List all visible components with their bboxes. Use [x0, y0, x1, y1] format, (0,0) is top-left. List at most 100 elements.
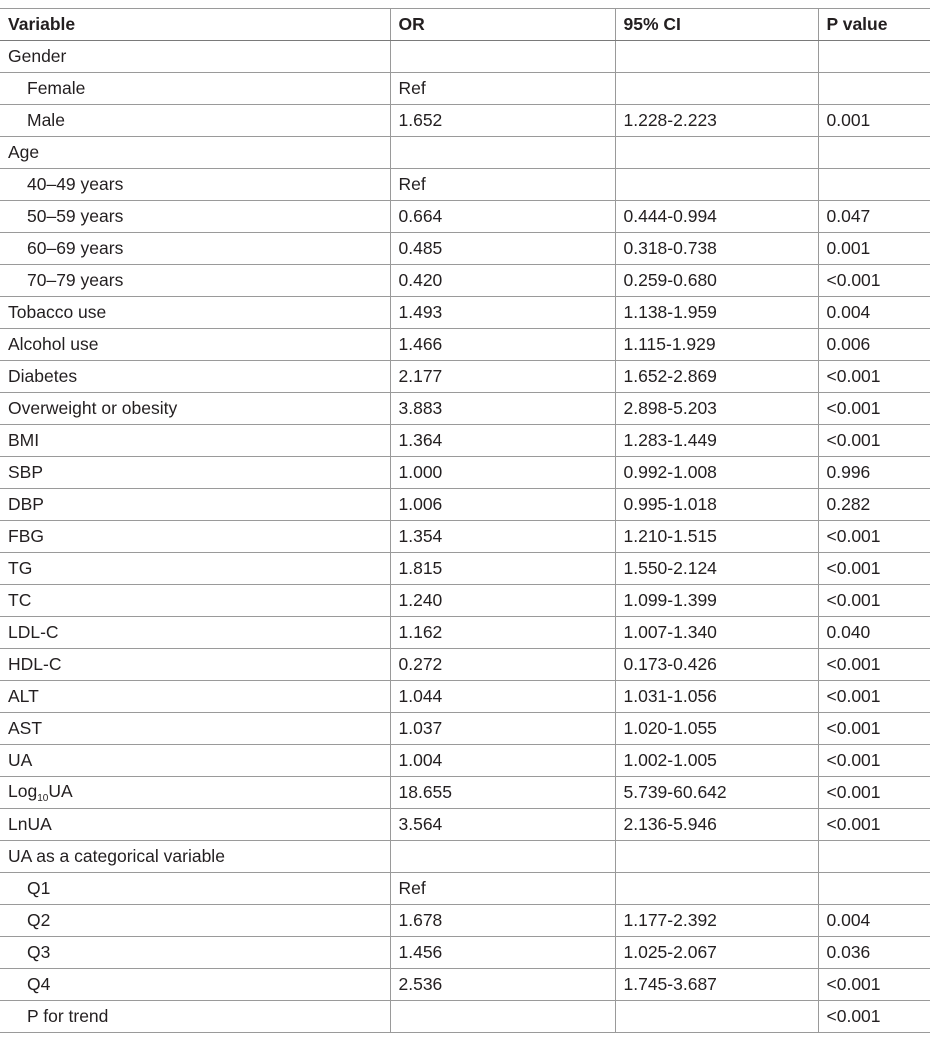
value-cell	[817, 168, 930, 201]
variable-cell: UA	[0, 744, 390, 777]
value-cell: <0.001	[817, 520, 930, 553]
value-cell: <0.001	[817, 680, 930, 713]
value-cell: 0.259-0.680	[614, 264, 818, 297]
subscript: 10	[37, 793, 49, 804]
table-row: TC 1.240 1.099-1.399 <0.001	[0, 584, 930, 617]
value-cell: 2.536	[389, 968, 615, 1001]
text-part: UA	[48, 781, 73, 801]
variable-cell: AST	[0, 712, 390, 745]
value-cell	[614, 872, 818, 905]
table-row: AST 1.037 1.020-1.055 <0.001	[0, 712, 930, 745]
table-row: TG 1.815 1.550-2.124 <0.001	[0, 552, 930, 585]
value-cell	[614, 168, 818, 201]
variable-cell: Diabetes	[0, 360, 390, 393]
value-cell: 0.001	[817, 232, 930, 265]
table-row: Diabetes 2.177 1.652-2.869 <0.001	[0, 360, 930, 393]
table-row: LnUA 3.564 2.136-5.946 <0.001	[0, 808, 930, 841]
header-cell: P value	[817, 8, 930, 41]
value-cell: 0.040	[817, 616, 930, 649]
header-row: Variable OR 95% CI P value	[0, 8, 930, 41]
value-cell: 0.173-0.426	[614, 648, 818, 681]
table-body: Gender Female Ref Male 1.652 1.228-2.223 0.001…	[0, 40, 930, 1033]
text-part: Log	[8, 781, 38, 801]
value-cell: Ref	[389, 168, 615, 201]
value-cell: <0.001	[817, 424, 930, 457]
value-cell: 1.652	[389, 104, 615, 137]
value-cell: 0.047	[817, 200, 930, 233]
header-cell: OR	[389, 8, 615, 41]
value-cell: 0.485	[389, 232, 615, 265]
variable-cell: FBG	[0, 520, 390, 553]
value-cell: 0.992-1.008	[614, 456, 818, 489]
value-cell: Ref	[389, 872, 615, 905]
value-cell	[614, 136, 818, 169]
table-row: Q2 1.678 1.177-2.392 0.004	[0, 904, 930, 937]
value-cell: 0.001	[817, 104, 930, 137]
value-cell: 1.283-1.449	[614, 424, 818, 457]
value-cell: 1.044	[389, 680, 615, 713]
table-row: Alcohol use 1.466 1.115-1.929 0.006	[0, 328, 930, 361]
value-cell	[389, 840, 615, 873]
variable-cell: BMI	[0, 424, 390, 457]
value-cell: 1.099-1.399	[614, 584, 818, 617]
value-cell: 0.282	[817, 488, 930, 521]
value-cell: <0.001	[817, 264, 930, 297]
table-row: FBG 1.354 1.210-1.515 <0.001	[0, 520, 930, 553]
variable-cell: P for trend	[0, 1000, 390, 1033]
table-row: 70–79 years 0.420 0.259-0.680 <0.001	[0, 264, 930, 297]
value-cell: <0.001	[817, 712, 930, 745]
value-cell: <0.001	[817, 552, 930, 585]
table-row: Q4 2.536 1.745-3.687 <0.001	[0, 968, 930, 1001]
value-cell: Ref	[389, 72, 615, 105]
value-cell	[614, 1000, 818, 1033]
table-row: BMI 1.364 1.283-1.449 <0.001	[0, 424, 930, 457]
value-cell: 1.240	[389, 584, 615, 617]
value-cell: <0.001	[817, 584, 930, 617]
value-cell: 2.898-5.203	[614, 392, 818, 425]
value-cell: 0.004	[817, 296, 930, 329]
variable-cell: Q4	[0, 968, 390, 1001]
value-cell	[389, 1000, 615, 1033]
table-row: DBP 1.006 0.995-1.018 0.282	[0, 488, 930, 521]
value-cell: <0.001	[817, 968, 930, 1001]
value-cell	[817, 40, 930, 73]
variable-cell: DBP	[0, 488, 390, 521]
variable-cell: 60–69 years	[0, 232, 390, 265]
value-cell: <0.001	[817, 392, 930, 425]
value-cell	[614, 72, 818, 105]
variable-cell: LnUA	[0, 808, 390, 841]
header-cell: Variable	[0, 8, 390, 41]
table-row: UA as a categorical variable	[0, 840, 930, 873]
value-cell: 1.364	[389, 424, 615, 457]
variable-cell: 50–59 years	[0, 200, 390, 233]
value-cell: 0.995-1.018	[614, 488, 818, 521]
variable-cell: HDL-C	[0, 648, 390, 681]
variable-cell: Male	[0, 104, 390, 137]
header-cell: 95% CI	[614, 8, 818, 41]
variable-cell: SBP	[0, 456, 390, 489]
table-row: 40–49 years Ref	[0, 168, 930, 201]
value-cell: 0.036	[817, 936, 930, 969]
table-row: Tobacco use 1.493 1.138-1.959 0.004	[0, 296, 930, 329]
value-cell: 1.004	[389, 744, 615, 777]
variable-cell: Overweight or obesity	[0, 392, 390, 425]
results-table: Variable OR 95% CI P value Gender Female R…	[0, 8, 930, 1033]
value-cell: 1.138-1.959	[614, 296, 818, 329]
variable-cell: ALT	[0, 680, 390, 713]
variable-cell: Age	[0, 136, 390, 169]
table-row: Overweight or obesity 3.883 2.898-5.203 <0.…	[0, 392, 930, 425]
value-cell: 1.031-1.056	[614, 680, 818, 713]
table-row: 50–59 years 0.664 0.444-0.994 0.047	[0, 200, 930, 233]
value-cell: 0.006	[817, 328, 930, 361]
value-cell: 0.272	[389, 648, 615, 681]
value-cell: 3.883	[389, 392, 615, 425]
table-row: P for trend <0.001	[0, 1000, 930, 1033]
value-cell: 1.020-1.055	[614, 712, 818, 745]
value-cell: 0.420	[389, 264, 615, 297]
value-cell: 1.177-2.392	[614, 904, 818, 937]
value-cell: 2.177	[389, 360, 615, 393]
value-cell: <0.001	[817, 808, 930, 841]
table-row: Log10UA 18.655 5.739-60.642 <0.001	[0, 776, 930, 809]
variable-cell: Q1	[0, 872, 390, 905]
